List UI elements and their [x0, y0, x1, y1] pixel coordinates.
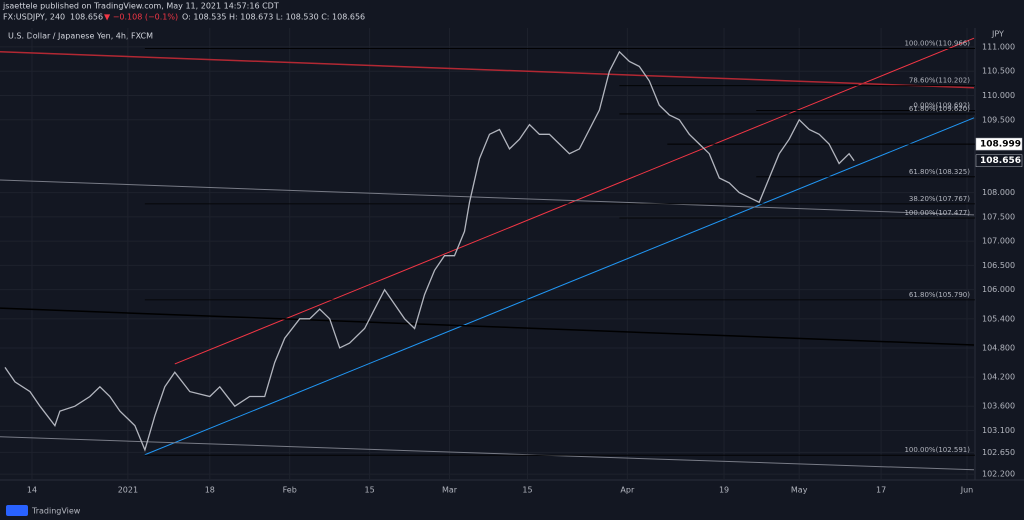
price-tag-label: 108.999: [980, 140, 1021, 150]
fib-label: 78.60%(110.202): [909, 77, 970, 85]
y-tick-label: 103.100: [982, 426, 1015, 435]
trendline: [0, 307, 975, 346]
symbol: FX:USDJPY, 240: [3, 13, 65, 22]
fib-label: 61.80%(109.620): [909, 105, 970, 113]
chart-title: U.S. Dollar / Japanese Yen, 4h, FXCM: [8, 32, 153, 41]
fib-label: 0.00%(109.692): [913, 101, 970, 109]
y-tick-label: 105.400: [982, 314, 1015, 323]
price-tag: [975, 137, 1023, 151]
fib-label: 100.00%(107.477): [904, 209, 970, 217]
x-tick-label: 18: [205, 486, 215, 495]
trendline: [0, 179, 975, 216]
trendline: [0, 436, 975, 471]
price-tag: [975, 154, 1023, 167]
fib-label: 38.20%(107.767): [909, 195, 970, 203]
trendline: [174, 37, 975, 365]
fib-label: 100.00%(102.591): [904, 446, 970, 454]
y-tick-label: 110.000: [982, 91, 1015, 100]
last-price: 108.656: [70, 13, 103, 22]
y-tick-label: 107.000: [982, 237, 1015, 246]
x-tick-label: 15: [522, 486, 532, 495]
y-tick-label: 104.800: [982, 343, 1015, 352]
fib-label: 61.80%(105.790): [909, 291, 970, 299]
trendline: [0, 51, 975, 89]
x-tick-label: Apr: [620, 486, 635, 495]
y-tick-label: 108.000: [982, 188, 1015, 197]
x-tick-label: 2021: [118, 486, 138, 495]
y-tick-label: 102.200: [982, 470, 1015, 479]
y-tick-label: 104.200: [982, 373, 1015, 382]
y-tick-label: 111.000: [982, 42, 1015, 51]
publisher: jsaettele published on TradingView.com, …: [2, 2, 279, 11]
x-tick-label: 14: [27, 486, 37, 495]
y-tick-label: 106.500: [982, 261, 1015, 270]
price-line: [4, 50, 855, 452]
y-tick-label: 106.000: [982, 285, 1015, 294]
y-tick-label: 107.500: [982, 212, 1015, 221]
logo: [6, 505, 28, 516]
y-tick-label: 102.650: [982, 448, 1015, 457]
ohlc: O: 108.535 H: 108.673 L: 108.530 C: 108.…: [182, 13, 365, 22]
plot: 102.200 102.650 103.100 103.600 104.200 104.8…: [0, 28, 1023, 495]
y-tick-label: 110.500: [982, 67, 1015, 76]
y-tick-label: 109.500: [982, 115, 1015, 124]
x-tick-label: 15: [365, 486, 375, 495]
x-tick-label: 17: [876, 486, 886, 495]
fib-label: 61.80%(108.325): [909, 168, 970, 176]
x-tick-label: Feb: [283, 486, 297, 495]
y-tick-label: 103.600: [982, 402, 1015, 411]
x-tick-label: 19: [719, 486, 729, 495]
change: ▼ −0.108 (−0.1%): [104, 13, 178, 22]
currency: JPY: [991, 30, 1004, 39]
price-tag-label: 108.656: [980, 156, 1021, 166]
x-tick-label: Jun: [960, 486, 974, 495]
x-tick-label: Mar: [442, 486, 458, 495]
footer: TradingView: [31, 507, 81, 516]
trendline: [144, 117, 975, 456]
fib-label: 100.00%(110.966): [904, 40, 970, 48]
x-tick-label: May: [791, 486, 808, 495]
